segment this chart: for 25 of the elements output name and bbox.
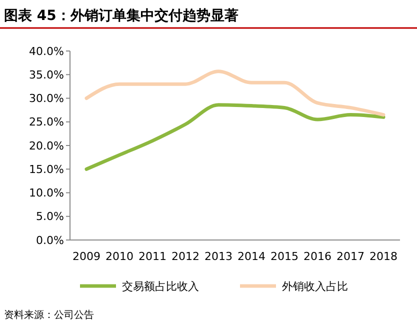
y-tick-label: 5.0%: [36, 210, 64, 224]
x-tick-label: 2018: [370, 250, 398, 263]
y-tick-label: 10.0%: [29, 186, 64, 200]
x-tick-label: 2014: [238, 250, 266, 263]
y-tick-label: 0.0%: [36, 234, 64, 247]
x-tick-label: 2015: [270, 250, 298, 263]
x-tick-label: 2013: [204, 250, 232, 263]
chart-title: 图表 45：外销订单集中交付趋势显著: [4, 7, 238, 24]
line-series: [84, 70, 386, 117]
x-tick-label: 2009: [72, 250, 100, 263]
x-tick-label: 2011: [138, 250, 166, 263]
y-tick-label: 30.0%: [29, 92, 64, 106]
y-tick-label: 35.0%: [29, 68, 64, 82]
text: 资料来源：公司公告: [4, 309, 94, 321]
y-tick-label: 40.0%: [29, 44, 64, 58]
y-tick-label: 20.0%: [29, 139, 64, 152]
x-tick-label: 2010: [106, 250, 134, 263]
line-series: [84, 103, 386, 171]
x-tick-label: 2016: [304, 250, 332, 263]
x-tick-label: 2017: [336, 250, 364, 263]
legend-label: 外销收入占比: [282, 280, 348, 293]
legend-label: 交易额占比收入: [122, 280, 199, 293]
x-tick-label: 2012: [172, 250, 200, 263]
y-tick-label: 15.0%: [29, 162, 64, 176]
y-tick-label: 25.0%: [29, 116, 64, 129]
